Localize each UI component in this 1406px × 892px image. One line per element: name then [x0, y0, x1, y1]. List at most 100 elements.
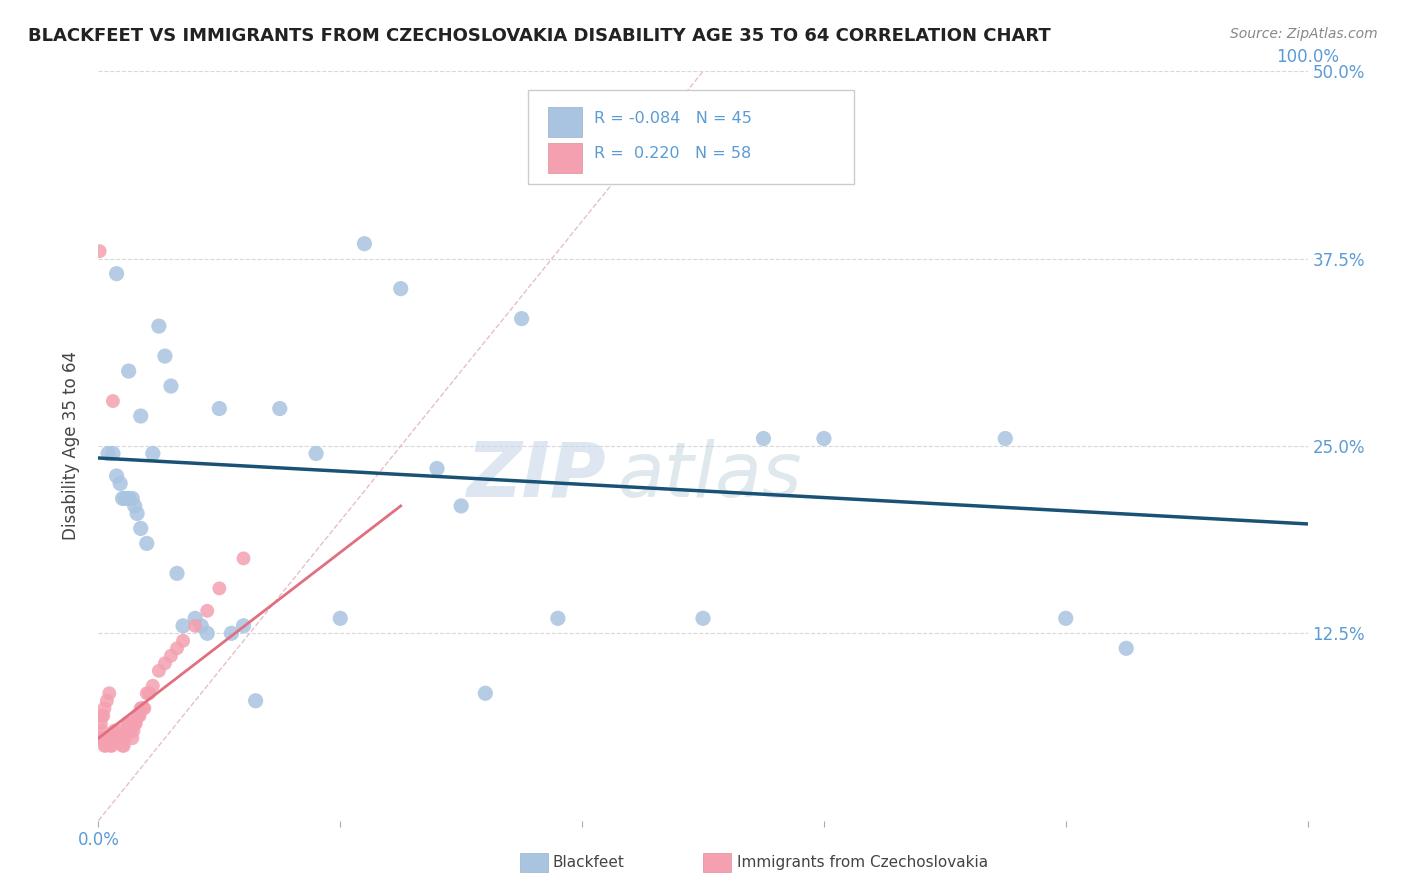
Point	[100, 739, 122, 753]
Point	[110, 731, 132, 746]
Point	[127, 708, 149, 723]
Text: R =  0.220   N = 58: R = 0.220 N = 58	[595, 146, 751, 161]
Point	[120, 723, 142, 738]
Point	[148, 664, 170, 678]
Point	[122, 723, 145, 738]
Point	[131, 701, 153, 715]
Point	[232, 619, 254, 633]
Point	[118, 364, 141, 378]
Point	[117, 716, 139, 731]
Point	[595, 109, 617, 123]
Text: Source: ZipAtlas.com: Source: ZipAtlas.com	[1230, 27, 1378, 41]
Point	[97, 446, 120, 460]
Point	[96, 694, 118, 708]
Point	[450, 499, 472, 513]
Point	[104, 731, 127, 746]
Point	[172, 619, 194, 633]
Point	[114, 731, 136, 746]
Point	[91, 723, 114, 738]
Point	[148, 319, 170, 334]
Point	[112, 739, 135, 753]
Point	[107, 731, 129, 746]
Point	[105, 267, 128, 281]
Point	[135, 536, 157, 550]
Point	[105, 731, 128, 746]
Point	[135, 686, 157, 700]
Point	[111, 491, 134, 506]
Point	[129, 701, 152, 715]
Point	[329, 611, 352, 625]
Text: BLACKFEET VS IMMIGRANTS FROM CZECHOSLOVAKIA DISABILITY AGE 35 TO 64 CORRELATION : BLACKFEET VS IMMIGRANTS FROM CZECHOSLOVA…	[28, 27, 1050, 45]
Point	[91, 708, 114, 723]
Point	[115, 723, 138, 738]
Point	[108, 723, 131, 738]
Point	[474, 686, 496, 700]
Point	[94, 739, 117, 753]
Point	[142, 446, 165, 460]
Text: Immigrants from Czechoslovakia: Immigrants from Czechoslovakia	[737, 855, 988, 870]
Point	[305, 446, 328, 460]
Text: ZIP: ZIP	[467, 439, 606, 513]
Point	[128, 708, 150, 723]
Point	[134, 701, 156, 715]
Point	[90, 716, 112, 731]
Point	[208, 401, 231, 416]
Point	[195, 626, 218, 640]
Point	[353, 236, 375, 251]
Point	[184, 611, 207, 625]
Point	[97, 731, 120, 746]
Text: Blackfeet: Blackfeet	[553, 855, 624, 870]
Point	[100, 739, 122, 753]
Point	[98, 686, 121, 700]
Point	[129, 521, 152, 535]
Point	[813, 432, 835, 446]
Point	[121, 491, 143, 506]
Point	[184, 619, 207, 633]
Point	[124, 716, 146, 731]
Point	[160, 379, 183, 393]
Point	[132, 701, 155, 715]
Point	[105, 469, 128, 483]
Point	[101, 394, 124, 409]
Point	[108, 476, 131, 491]
Point	[510, 311, 533, 326]
Point	[118, 491, 141, 506]
Point	[1115, 641, 1137, 656]
Point	[142, 679, 165, 693]
Point	[208, 582, 231, 596]
Point	[127, 708, 149, 723]
Y-axis label: Disability Age 35 to 64: Disability Age 35 to 64	[62, 351, 80, 541]
Point	[994, 432, 1017, 446]
Point	[89, 244, 111, 259]
FancyBboxPatch shape	[548, 143, 582, 172]
FancyBboxPatch shape	[548, 107, 582, 137]
Point	[91, 731, 114, 746]
Point	[111, 739, 134, 753]
Point	[692, 611, 714, 625]
Point	[389, 282, 412, 296]
Point	[96, 731, 118, 746]
Point	[101, 731, 124, 746]
Point	[153, 657, 176, 671]
FancyBboxPatch shape	[527, 90, 855, 184]
Point	[752, 432, 775, 446]
Point	[269, 401, 291, 416]
Text: atlas: atlas	[619, 439, 803, 513]
Point	[125, 716, 148, 731]
Point	[160, 648, 183, 663]
Point	[114, 491, 136, 506]
Point	[89, 731, 111, 746]
Point	[138, 686, 160, 700]
Point	[195, 604, 218, 618]
Point	[245, 694, 267, 708]
Point	[1054, 611, 1077, 625]
Point	[93, 739, 115, 753]
Point	[166, 566, 188, 581]
Point	[98, 731, 121, 746]
Point	[108, 731, 131, 746]
Point	[232, 551, 254, 566]
Point	[121, 731, 143, 746]
Point	[166, 641, 188, 656]
Point	[221, 626, 243, 640]
Point	[190, 619, 212, 633]
